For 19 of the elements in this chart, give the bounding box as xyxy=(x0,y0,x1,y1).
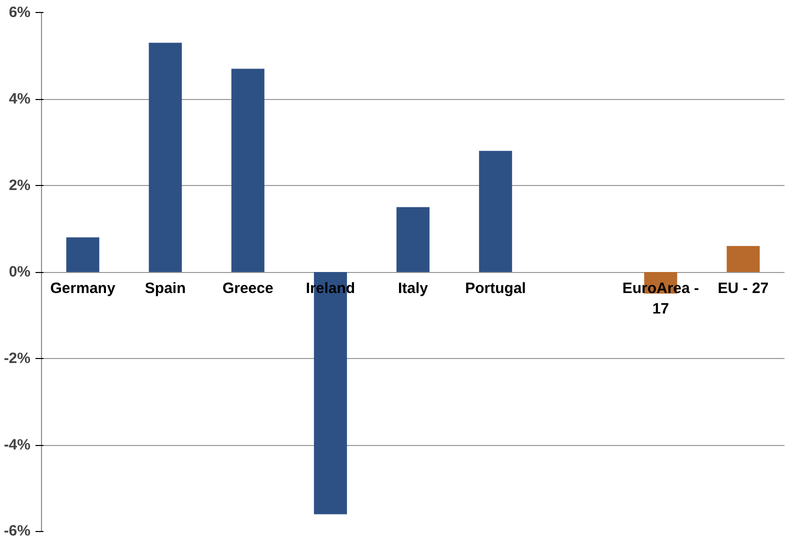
bar xyxy=(396,207,430,272)
bar xyxy=(66,237,100,272)
bar xyxy=(148,42,182,272)
x-tick-label: Italy xyxy=(398,280,429,297)
y-tick-label: 0% xyxy=(8,264,31,280)
x-tick-label: EU - 27 xyxy=(718,280,769,297)
y-tick-label: 2% xyxy=(8,177,31,194)
bar xyxy=(726,246,760,272)
y-tick-label: 6% xyxy=(8,4,31,21)
bar xyxy=(479,150,512,272)
y-tick-label: -2% xyxy=(4,350,31,367)
x-tick-label: Portugal xyxy=(465,280,526,297)
x-tick-label: Greece xyxy=(222,280,274,297)
x-tick-label: Spain xyxy=(144,280,186,297)
y-tick-label: -6% xyxy=(4,522,31,539)
bar xyxy=(231,68,264,272)
x-tick-label: Germany xyxy=(50,280,116,297)
y-tick-label: -4% xyxy=(4,436,31,454)
y-tick-label: 4% xyxy=(8,90,31,108)
